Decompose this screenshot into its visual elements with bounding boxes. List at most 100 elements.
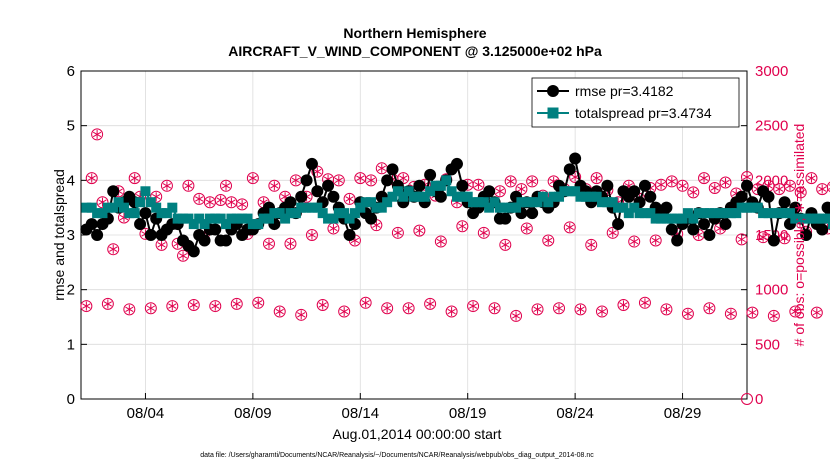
totalspread-point: [779, 208, 790, 219]
totalspread-point: [312, 202, 323, 213]
rmse-point: [343, 229, 356, 241]
totalspread-point: [419, 191, 430, 202]
obs-assimilated-point: [92, 129, 102, 139]
obs-possible-point: [316, 298, 329, 311]
obs-assimilated-point: [393, 228, 403, 238]
rmse-point: [660, 201, 673, 214]
obs-assimilated-point: [506, 176, 515, 186]
obs-assimilated-point: [651, 235, 660, 245]
y-tick-label: 6: [67, 63, 75, 80]
obs-assimilated-point: [340, 307, 349, 317]
obs-possible-point: [789, 305, 802, 318]
obs-possible-point: [284, 237, 297, 250]
totalspread-point: [618, 202, 629, 213]
obs-assimilated-point: [818, 184, 827, 194]
obs-assimilated-point: [517, 184, 526, 194]
legend-rmse-label: rmse pr=3.4182: [575, 83, 674, 99]
totalspread-point: [672, 213, 683, 224]
obs-assimilated-point: [458, 221, 467, 231]
obs-assimilated-point: [689, 187, 698, 197]
obs-assimilated-point: [737, 234, 746, 244]
rmse-point: [563, 163, 576, 176]
chart-subtitle: AIRCRAFT_V_WIND_COMPONENT @ 3.125000e+02…: [228, 43, 602, 59]
totalspread-series: [81, 175, 830, 230]
totalspread-point: [763, 208, 774, 219]
totalspread-point: [742, 202, 752, 213]
obs-assimilated-point: [667, 176, 676, 186]
axis-ticks: 012345605001000150020002500300008/0408/0…: [67, 63, 789, 422]
obs-possible-point: [477, 226, 490, 239]
obs-assimilated-point: [592, 173, 601, 183]
rmse-point: [300, 174, 313, 187]
totalspread-point: [301, 202, 312, 213]
obs-possible-point: [741, 393, 753, 405]
totalspread-point: [188, 219, 199, 230]
x-tick-label: 08/14: [342, 405, 380, 422]
obs-assimilated-point: [232, 299, 241, 309]
obs-assimilated-point: [699, 173, 709, 183]
y-right-tick-label: 1000: [755, 282, 788, 299]
obs-assimilated-point: [291, 175, 300, 185]
obs-possible-point: [128, 172, 141, 185]
totalspread-point: [124, 208, 135, 219]
totalspread-point: [613, 202, 624, 213]
totalspread-point: [237, 213, 248, 224]
obs-assimilated-point: [254, 298, 263, 308]
totalspread-point: [602, 197, 613, 208]
totalspread-point: [693, 208, 704, 219]
obs-possible-point: [177, 249, 190, 262]
totalspread-point: [623, 208, 634, 219]
obs-possible-point: [767, 309, 780, 322]
obs-possible-point: [391, 226, 404, 239]
x-tick-label: 08/29: [664, 405, 702, 422]
x-tick-label: 08/24: [556, 405, 594, 422]
obs-assimilated-point: [533, 304, 542, 314]
rmse-point: [220, 234, 233, 247]
totalspread-point: [215, 213, 226, 224]
obs-possible-point: [606, 226, 619, 239]
totalspread-point: [752, 202, 763, 213]
obs-assimilated-point: [662, 304, 671, 314]
obs-possible-point: [628, 235, 641, 248]
y-tick-label: 0: [67, 391, 75, 408]
obs-assimilated-point: [807, 173, 816, 183]
obs-assimilated-point: [307, 230, 317, 240]
obs-possible-point: [209, 300, 222, 313]
obs-possible-point: [660, 303, 673, 316]
totalspread-point: [607, 197, 618, 208]
obs-possible-point: [107, 243, 120, 256]
obs-assimilated-point: [109, 244, 118, 254]
totalspread-point: [258, 213, 269, 224]
rmse-point: [601, 179, 614, 192]
obs-assimilated-point: [125, 304, 134, 314]
rmse-point: [703, 229, 716, 241]
totalspread-point: [521, 197, 532, 208]
totalspread-point: [145, 197, 156, 208]
rmse-point: [327, 190, 340, 203]
obs-assimilated-point: [640, 298, 650, 308]
rmse-point: [778, 196, 791, 209]
rmse-point: [698, 218, 711, 231]
obs-possible-point: [434, 235, 447, 248]
obs-assimilated-point: [758, 232, 768, 242]
obs-possible-point: [773, 183, 786, 196]
obs-possible-point: [708, 181, 721, 194]
obs-assimilated-point: [468, 301, 478, 311]
obs-assimilated-point: [705, 303, 714, 313]
obs-assimilated-point: [82, 301, 91, 311]
obs-assimilated-point: [211, 301, 220, 311]
totalspread-point: [489, 197, 500, 208]
totalspread-point: [564, 186, 575, 197]
obs-possible-point: [166, 300, 179, 313]
totalspread-point: [349, 208, 360, 219]
rmse-point: [483, 185, 496, 198]
obs-assimilated-point: [366, 175, 376, 185]
totalspread-point: [274, 208, 285, 219]
rmse-point: [209, 223, 222, 236]
obs-assimilated-point: [382, 303, 392, 313]
obs-possible-point: [332, 174, 345, 187]
rmse-point: [767, 234, 780, 247]
obs-possible-point: [783, 179, 796, 192]
totalspread-point: [451, 191, 462, 202]
rmse-point: [295, 190, 308, 203]
